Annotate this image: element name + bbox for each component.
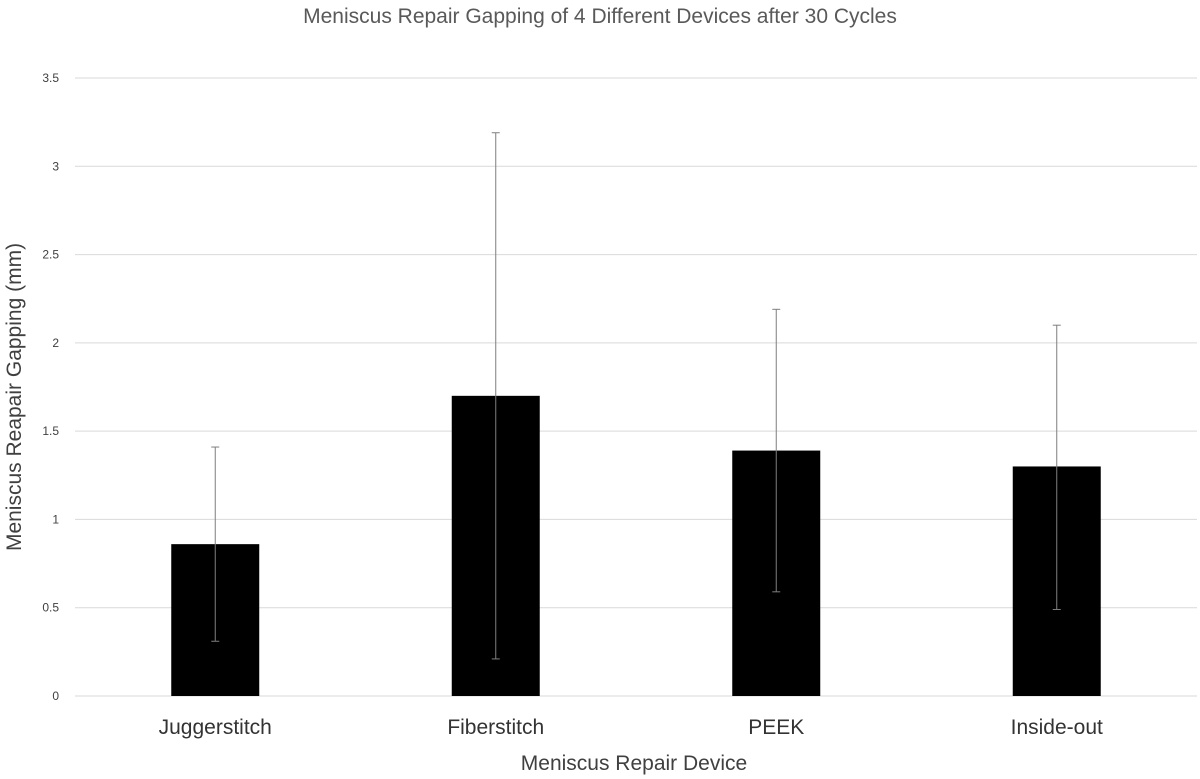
error-bars: [211, 132, 1061, 660]
x-category-label-inside-out: Inside-out: [1011, 716, 1103, 739]
x-category-label-fiberstitch: Fiberstitch: [447, 716, 544, 739]
y-tick-label-4: 2: [52, 336, 59, 350]
bars: [171, 395, 1101, 696]
error-bar-fiberstitch: [491, 132, 500, 660]
gridlines: [75, 77, 1197, 697]
x-category-label-peek: PEEK: [748, 716, 804, 739]
x-category-label-juggerstitch: Juggerstitch: [159, 716, 272, 739]
y-tick-label-7: 3.5: [42, 71, 59, 85]
y-tick-label-3: 1.5: [42, 424, 59, 438]
y-tick-label-5: 2.5: [42, 248, 59, 262]
x-axis-label: Meniscus Repair Device: [521, 752, 747, 775]
chart-title: Meniscus Repair Gapping of 4 Different D…: [303, 5, 897, 28]
y-tick-label-6: 3: [52, 159, 59, 173]
y-axis-ticks: 0 0.5 1 1.5 2 2.5 3 3.5: [42, 71, 59, 703]
y-tick-label-2: 1: [52, 512, 59, 526]
y-tick-label-0: 0: [52, 689, 59, 703]
error-bar-inside-out: [1052, 324, 1061, 610]
x-axis-categories: Juggerstitch Fiberstitch PEEK Inside-out: [159, 716, 1103, 739]
error-bar-peek: [772, 308, 781, 593]
y-tick-label-1: 0.5: [42, 601, 59, 615]
y-axis-label: Meniscus Reapair Gapping (mm): [3, 243, 26, 551]
error-bar-juggerstitch: [211, 446, 220, 642]
